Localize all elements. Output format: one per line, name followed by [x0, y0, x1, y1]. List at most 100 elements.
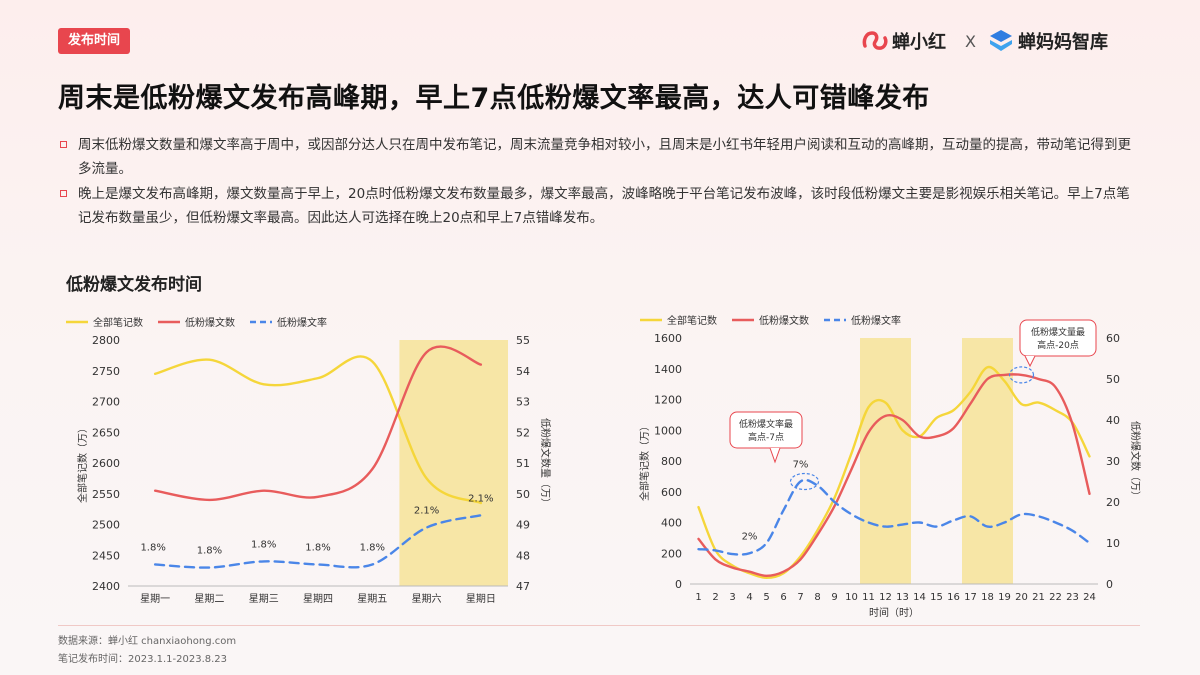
weekday-chart: 2400 2450 2500 2550 2600 2650 2700 2750 2800 47 48…: [58, 300, 568, 625]
y-left-tick-label: 2650: [92, 426, 120, 439]
highlight-band: [399, 340, 508, 586]
x-tick-label: 19: [998, 592, 1011, 603]
data-point: [935, 435, 937, 437]
data-point: [782, 571, 784, 573]
section-badge: 发布时间: [58, 28, 131, 54]
data-point: [952, 409, 954, 411]
bullet-item: 晚上是爆文发布高峰期，爆文数量高于早上，20点时低粉爆文发布数量最多，爆文率最高…: [58, 182, 1138, 230]
data-point: [765, 575, 767, 577]
y-left-tick-label: 1000: [654, 424, 682, 437]
data-point: [935, 525, 937, 527]
data-point: [1003, 374, 1005, 376]
data-point: [317, 496, 319, 498]
chanxiaohong-logo-text: 蝉小红: [892, 32, 946, 53]
rate-data-label: 1.8%: [140, 542, 165, 553]
y-right-tick-label: 20: [1106, 496, 1120, 509]
x-tick-label: 15: [930, 592, 943, 603]
x-tick-label: 2: [712, 592, 718, 603]
data-point: [1088, 542, 1090, 544]
y-right-tick-label: 0: [1106, 578, 1113, 591]
series-line-3: [153, 514, 483, 569]
data-point: [1088, 493, 1090, 495]
weekday-chart-svg: 2400 2450 2500 2550 2600 2650 2700 2750 2800 47 48…: [66, 316, 552, 605]
y-right-tick-label: 48: [516, 549, 530, 562]
series-line-1: [153, 355, 483, 505]
data-point: [952, 427, 954, 429]
bullet-marker-icon: [60, 141, 67, 148]
x-tick-label: 18: [981, 592, 994, 603]
y-right-axis-title: 低粉爆文数量（万）: [539, 418, 552, 508]
bullet-text: 周末低粉爆文数量和爆文率高于周中，或因部分达人只在周中发布笔记，周末流量竞争相对…: [78, 137, 1131, 177]
data-point: [833, 501, 835, 503]
chanmama-logo: 蝉妈妈智库: [988, 26, 1108, 56]
data-point: [263, 560, 265, 562]
data-point: [952, 519, 954, 521]
data-point: [1054, 409, 1056, 411]
data-point: [697, 506, 699, 508]
x-tick-label: 11: [862, 592, 875, 603]
data-point: [799, 558, 801, 560]
data-point: [480, 363, 482, 365]
bullet-text: 晚上是爆文发布高峰期，爆文数量高于早上，20点时低粉爆文发布数量最多，爆文率最高…: [78, 186, 1130, 226]
data-point: [884, 415, 886, 417]
data-point: [1071, 530, 1073, 532]
y-right-tick-label: 60: [1106, 332, 1120, 345]
footer-period: 笔记发布时间：2023.1.1-2023.8.23: [58, 654, 228, 665]
x-tick-label: 14: [913, 592, 926, 603]
section-title: 低粉爆文发布时间: [66, 275, 202, 295]
data-point: [371, 563, 373, 565]
data-point: [317, 377, 319, 379]
callout-7-text: 低粉爆文率最: [739, 418, 793, 430]
data-point: [901, 429, 903, 431]
data-point: [480, 514, 482, 516]
data-point: [867, 431, 869, 433]
y-left-tick-label: 200: [661, 547, 682, 560]
callout-7-pointer: [769, 447, 781, 464]
data-point: [765, 542, 767, 544]
rate-data-label: 1.8%: [251, 539, 276, 550]
y-right-tick-label: 49: [516, 519, 530, 532]
data-point: [901, 523, 903, 525]
x-tick-label: 星期四: [303, 593, 333, 605]
data-point: [208, 358, 210, 360]
y-right-tick-label: 55: [516, 334, 530, 347]
x-tick-label: 23: [1066, 592, 1079, 603]
y-left-tick-label: 2500: [92, 519, 120, 532]
chanxiaohong-logo-icon: [862, 31, 888, 50]
chanxiaohong-logo: 蝉小红: [862, 26, 946, 56]
data-point: [765, 577, 767, 579]
rate-data-label: 1.8%: [197, 546, 222, 557]
y-right-tick-label: 50: [1106, 373, 1120, 386]
y-left-axis-title: 全部笔记数（万）: [76, 423, 89, 503]
data-point: [833, 497, 835, 499]
data-point: [1037, 401, 1039, 403]
y-right-tick-label: 54: [516, 365, 530, 378]
logo-separator: X: [965, 32, 976, 51]
data-point: [425, 351, 427, 353]
data-point: [816, 484, 818, 486]
x-tick-label: 星期一: [140, 593, 170, 605]
data-point: [1037, 515, 1039, 517]
x-tick-label: 4: [746, 592, 752, 603]
x-tick-label: 3: [729, 592, 735, 603]
x-tick-label: 星期三: [249, 593, 279, 605]
legend-label: 全部笔记数: [667, 314, 717, 327]
x-tick-label: 9: [831, 592, 837, 603]
data-point: [371, 360, 373, 362]
data-point: [867, 521, 869, 523]
x-tick-label: 5: [763, 592, 769, 603]
data-point: [208, 499, 210, 501]
x-tick-label: 星期二: [194, 593, 224, 605]
y-left-tick-label: 2750: [92, 365, 120, 378]
y-left-tick-label: 2700: [92, 396, 120, 409]
y-left-tick-label: 600: [661, 486, 682, 499]
chanmama-logo-icon: [990, 30, 1012, 51]
legend-label: 低粉爆文数: [185, 316, 235, 329]
data-point: [969, 402, 971, 404]
x-tick-label: 24: [1083, 592, 1096, 603]
x-tick-label: 1: [695, 592, 701, 603]
bullet-list: 周末低粉爆文数量和爆文率高于周中，或因部分达人只在周中发布笔记，周末流量竞争相对…: [58, 133, 1138, 231]
data-point: [884, 401, 886, 403]
y-left-tick-label: 2800: [92, 334, 120, 347]
y-right-tick-label: 52: [516, 426, 530, 439]
